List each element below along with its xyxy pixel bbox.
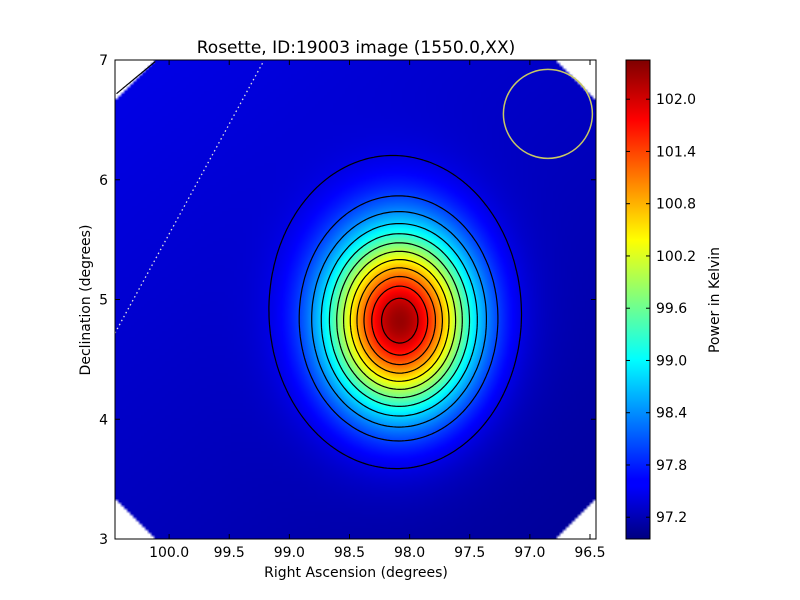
colorbar-tick-label: 98.4 — [656, 406, 687, 422]
contour-line — [381, 297, 419, 344]
colorbar-tick-label: 102.0 — [656, 92, 696, 108]
contour-line — [328, 233, 471, 407]
contour-line — [320, 223, 478, 417]
x-tick-label: 97.0 — [514, 545, 545, 561]
x-tick-label: 98.5 — [334, 545, 365, 561]
colorbar-tick-label: 100.8 — [656, 197, 696, 213]
contour-line — [116, 61, 523, 470]
contour-line — [343, 250, 457, 390]
x-tick-label: 98.0 — [394, 545, 425, 561]
colorbar-ticks: 97.2 97.8 98.4 99.0 99.6 100.2 100.8 101.4 102.0 — [626, 92, 696, 526]
y-tick-label: 5 — [99, 293, 108, 309]
x-axis-label: Right Ascension (degrees) — [264, 565, 448, 581]
x-tick-label: 99.5 — [214, 545, 245, 561]
x-tick-label: 96.5 — [574, 545, 605, 561]
x-tick-label: 100.0 — [149, 545, 189, 561]
y-tick-label: 7 — [99, 53, 108, 69]
dotted-line — [115, 62, 264, 334]
colorbar-gradient — [626, 60, 650, 539]
contour-line — [298, 195, 499, 442]
annotations — [115, 62, 594, 334]
y-tick-label: 3 — [99, 532, 108, 548]
colorbar-tick-label: 99.6 — [656, 301, 687, 317]
x-tick-label: 99.0 — [274, 545, 305, 561]
contour-line — [349, 259, 450, 382]
plot-area — [114, 59, 597, 540]
y-tick-label: 6 — [99, 173, 108, 189]
contour-line — [311, 211, 487, 428]
contour-line — [363, 275, 436, 366]
y-axis-label: Declination (degrees) — [78, 225, 94, 376]
contour-line — [336, 242, 463, 399]
colorbar-tick-label: 99.0 — [656, 353, 687, 369]
contour-line — [371, 285, 429, 356]
colorbar-label: Power in Kelvin — [707, 247, 723, 353]
contour-lines — [116, 61, 523, 470]
colorbar-frame — [625, 59, 651, 540]
colorbar-tick-label: 101.4 — [656, 144, 696, 160]
colorbar-tick-label: 97.8 — [656, 458, 687, 474]
contour-line — [356, 267, 443, 374]
x-tick-label: 97.5 — [454, 545, 485, 561]
y-axis: 3 4 5 6 7 — [99, 53, 596, 548]
colorbar-tick-label: 100.2 — [656, 249, 696, 265]
x-axis: 100.0 99.5 99.0 98.5 98.0 97.5 97.0 96.5 — [149, 60, 606, 561]
y-tick-label: 4 — [99, 412, 108, 428]
colorbar: 97.2 97.8 98.4 99.0 99.6 100.2 100.8 101.4 102.0… — [625, 59, 723, 540]
heatmap-image — [115, 60, 596, 539]
chart-title: Rosette, ID:19003 image (1550.0,XX) — [197, 38, 515, 58]
beam-circle — [502, 68, 594, 160]
colorbar-tick-label: 97.2 — [656, 510, 687, 526]
